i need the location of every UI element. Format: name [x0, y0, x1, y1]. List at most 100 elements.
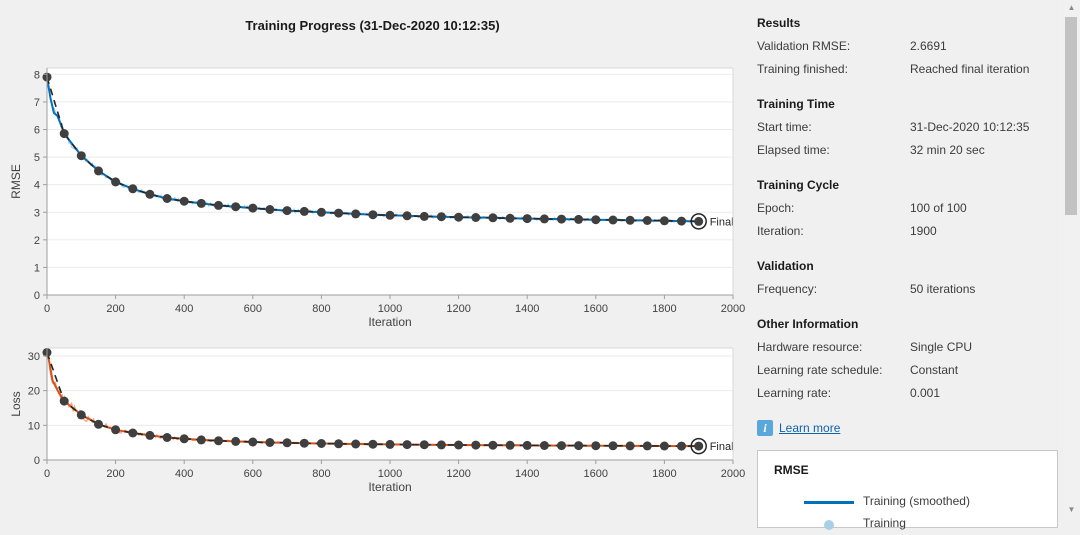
info-row-value: Reached final iteration [910, 62, 1030, 76]
info-row: Learning rate schedule: Constant [757, 361, 1063, 384]
info-row-label: Elapsed time: [757, 143, 830, 157]
info-row-label: Epoch: [757, 201, 795, 215]
info-row-value: 32 min 20 sec [910, 143, 985, 157]
legend-dot-swatch [804, 513, 854, 535]
info-row: Validation RMSE: 2.6691 [757, 37, 1063, 60]
info-row: Elapsed time: 32 min 20 sec [757, 141, 1063, 164]
svg-text:600: 600 [244, 303, 262, 315]
svg-text:1000: 1000 [378, 468, 402, 480]
page-title: Training Progress (31-Dec-2020 10:12:35) [245, 18, 500, 33]
legend-item: Training [758, 513, 1057, 535]
svg-text:7: 7 [34, 97, 40, 109]
info-row-value: Constant [910, 363, 959, 377]
info-row-value: 2.6691 [910, 39, 947, 53]
info-section: Results Validation RMSE: 2.6691 Training fi… [757, 14, 1063, 83]
info-section: Training Time Start time: 31-Dec-2020 10:1… [757, 95, 1063, 164]
svg-text:0: 0 [34, 455, 40, 467]
loss-x-axis: 0 200 400 600 800 1000 1200 1400 1600 1800 2000 Ite… [44, 460, 745, 494]
scroll-up-icon[interactable]: ▲ [1067, 3, 1076, 12]
legend-item-label: Training (smoothed) [863, 494, 970, 508]
svg-text:1400: 1400 [515, 468, 539, 480]
info-icon: i [757, 420, 773, 436]
info-row-value: 1900 [910, 224, 937, 238]
svg-text:30: 30 [28, 351, 40, 363]
svg-text:1200: 1200 [446, 468, 470, 480]
rmse-x-axis-label: Iteration [368, 315, 411, 329]
scrollbar[interactable]: ▲ ▼ [1063, 0, 1080, 520]
info-row-value: Single CPU [910, 340, 973, 354]
learn-more-link[interactable]: Learn more [779, 421, 841, 435]
rmse-final-marker [690, 213, 707, 230]
rmse-x-axis: 0 200 400 600 800 1000 1200 1400 1600 1800 2000 Ite… [44, 295, 745, 329]
svg-text:2000: 2000 [721, 468, 745, 480]
legend-title: RMSE [774, 463, 809, 477]
info-row: Iteration: 1900 [757, 222, 1063, 245]
info-row-label: Iteration: [757, 224, 804, 238]
info-row: Start time: 31-Dec-2020 10:12:35 [757, 118, 1063, 141]
info-row-label: Validation RMSE: [757, 39, 851, 53]
svg-text:10: 10 [28, 420, 40, 432]
svg-text:2000: 2000 [721, 303, 745, 315]
legend-line-swatch [804, 491, 854, 513]
legend-item-label: Training [863, 516, 906, 530]
svg-text:200: 200 [106, 303, 124, 315]
svg-text:1400: 1400 [515, 303, 539, 315]
rmse-validation-markers [42, 72, 704, 226]
svg-text:1800: 1800 [652, 303, 676, 315]
svg-text:200: 200 [106, 468, 124, 480]
svg-text:1600: 1600 [584, 468, 608, 480]
info-row: Epoch: 100 of 100 [757, 199, 1063, 222]
svg-text:20: 20 [28, 386, 40, 398]
svg-text:400: 400 [175, 303, 193, 315]
info-sections: Results Validation RMSE: 2.6691 Training fi… [757, 14, 1063, 407]
svg-text:5: 5 [34, 152, 40, 164]
svg-text:0: 0 [44, 303, 50, 315]
rmse-y-axis: 0 1 2 3 4 5 6 7 8 RMSE [9, 69, 47, 302]
info-section-header: Validation [757, 259, 814, 273]
svg-text:400: 400 [175, 468, 193, 480]
info-section-header: Training Cycle [757, 178, 840, 192]
info-row-value: 100 of 100 [910, 201, 967, 215]
line-swatch-shape [804, 501, 854, 504]
loss-validation-markers [42, 348, 704, 451]
info-section-header: Results [757, 16, 801, 30]
info-row-label: Start time: [757, 120, 812, 134]
scrollbar-thumb[interactable] [1065, 17, 1077, 215]
svg-text:2: 2 [34, 235, 40, 247]
info-row-label: Learning rate: [757, 386, 832, 400]
loss-final-label: Final [710, 441, 734, 453]
info-panel: Results Validation RMSE: 2.6691 Training fi… [745, 0, 1063, 520]
rmse-y-axis-label: RMSE [9, 164, 23, 199]
info-section-header: Training Time [757, 97, 835, 111]
svg-text:1200: 1200 [446, 303, 470, 315]
svg-text:0: 0 [34, 290, 40, 302]
rmse-final-label: Final [710, 216, 734, 228]
svg-text:800: 800 [312, 468, 330, 480]
loss-final-marker [690, 437, 707, 455]
info-row: Training finished: Reached final iteratio… [757, 60, 1063, 83]
info-section-header: Other Information [757, 317, 859, 331]
svg-text:4: 4 [34, 180, 40, 192]
info-row: Learning rate: 0.001 [757, 384, 1063, 407]
svg-text:8: 8 [34, 69, 40, 81]
info-row-label: Training finished: [757, 62, 848, 76]
training-progress-window: { "title": "Training Progress (31-Dec-20… [9, 0, 1080, 530]
rmse-gridlines [47, 73, 733, 268]
svg-text:1000: 1000 [378, 303, 402, 315]
scroll-down-icon[interactable]: ▼ [1067, 505, 1076, 514]
legend-panel: RMSE Training (smoothed) Training [757, 450, 1058, 530]
svg-text:1800: 1800 [652, 468, 676, 480]
loss-gridlines [47, 355, 733, 426]
rmse-validation-line [47, 76, 699, 223]
info-section: Other Information Hardware resource: Singl… [757, 315, 1063, 407]
svg-text:0: 0 [44, 468, 50, 480]
svg-text:3: 3 [34, 207, 40, 219]
info-section: Training Cycle Epoch: 100 of 100 Iteration:… [757, 176, 1063, 245]
loss-y-axis: 0 10 20 30 Loss [9, 351, 47, 467]
info-row-value: 31-Dec-2020 10:12:35 [910, 120, 1030, 134]
svg-text:6: 6 [34, 125, 40, 137]
svg-text:800: 800 [312, 303, 330, 315]
